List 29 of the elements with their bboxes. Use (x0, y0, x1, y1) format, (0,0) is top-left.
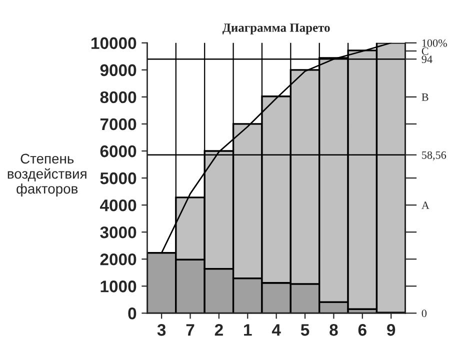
x-tick-label: 5 (300, 324, 310, 336)
y-tick-label: 10000 (92, 37, 136, 50)
y-tick-label: 3000 (100, 226, 136, 238)
x-tick-label: 2 (214, 324, 223, 336)
y2-tick-label: 58,56 (422, 151, 446, 160)
y-tick-label: 5000 (100, 172, 136, 184)
x-tick-label: 1 (244, 324, 252, 336)
x-tick-label: 4 (272, 324, 281, 336)
y-tick-label: 8000 (100, 91, 136, 104)
y-tick-label: 9000 (100, 64, 136, 76)
y2-tick-label: B (422, 94, 428, 101)
y-tick-label: 2000 (100, 254, 136, 266)
x-tick-label: 9 (387, 324, 396, 336)
y-tick-label: 0 (128, 308, 136, 320)
x-tick-label: 7 (186, 324, 194, 336)
y-tick-label: 6000 (100, 145, 136, 158)
y2-tick-label: C (422, 47, 428, 55)
y-tick-label: 7000 (100, 118, 136, 130)
chart-title: Диаграмма Парето (222, 24, 330, 34)
y-tick-label: 1000 (100, 280, 136, 292)
y2-tick-label: 100% (422, 39, 447, 47)
y-tick-label: 4000 (100, 199, 136, 212)
x-tick-label: 8 (330, 324, 338, 336)
x-tick-label: 3 (157, 324, 166, 336)
y-axis-title: Степень воздействия факторов (8, 154, 86, 196)
y2-tick-label: 0 (422, 310, 427, 318)
x-tick-label: 6 (358, 324, 366, 336)
y2-tick-label: A (422, 202, 430, 209)
y2-tick-label: 94 (422, 56, 432, 64)
